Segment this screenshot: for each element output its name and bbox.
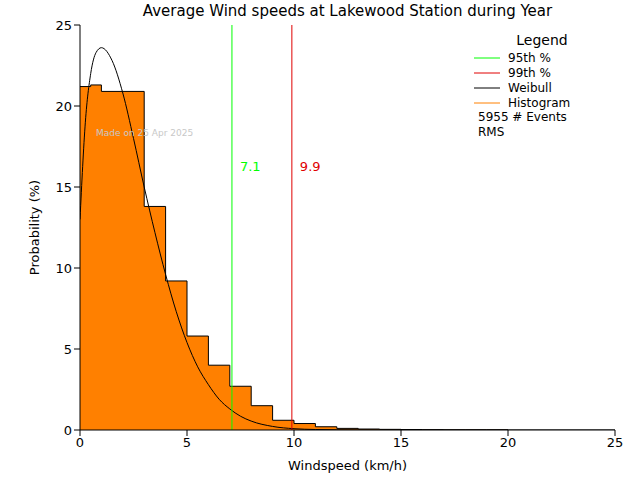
html-text:5955 # Events: 5955 # Events xyxy=(478,110,567,124)
svg-text:15: 15 xyxy=(55,180,72,195)
svg-text:10: 10 xyxy=(286,435,303,450)
svg-text:0: 0 xyxy=(76,435,84,450)
svg-text:7.1: 7.1 xyxy=(240,159,261,174)
svg-text:Windspeed (km/h): Windspeed (km/h) xyxy=(288,458,407,473)
svg-text:20: 20 xyxy=(55,99,72,114)
svg-text:20: 20 xyxy=(500,435,517,450)
html-text:95th %: 95th % xyxy=(508,50,551,65)
svg-text:9.9: 9.9 xyxy=(300,159,321,174)
html-text:Average Wind speeds at Lakewoo: Average Wind speeds at Lakewood Station … xyxy=(142,2,553,20)
svg-text:Probability (%): Probability (%) xyxy=(27,180,42,275)
svg-text:0: 0 xyxy=(64,423,72,438)
html-text:Legend: Legend xyxy=(516,32,568,48)
svg-text:5: 5 xyxy=(64,342,72,357)
html-text:RMS: RMS xyxy=(478,125,505,139)
svg-text:10: 10 xyxy=(55,261,72,276)
svg-text:15: 15 xyxy=(393,435,410,450)
html-text:99th %: 99th % xyxy=(508,65,551,80)
html-text:Histogram: Histogram xyxy=(508,95,571,110)
html-text:Weibull: Weibull xyxy=(508,80,552,95)
html-text:Made on 25 Apr 2025: Made on 25 Apr 2025 xyxy=(96,128,194,138)
svg-text:25: 25 xyxy=(55,18,72,33)
svg-text:25: 25 xyxy=(607,435,624,450)
svg-text:5: 5 xyxy=(183,435,191,450)
